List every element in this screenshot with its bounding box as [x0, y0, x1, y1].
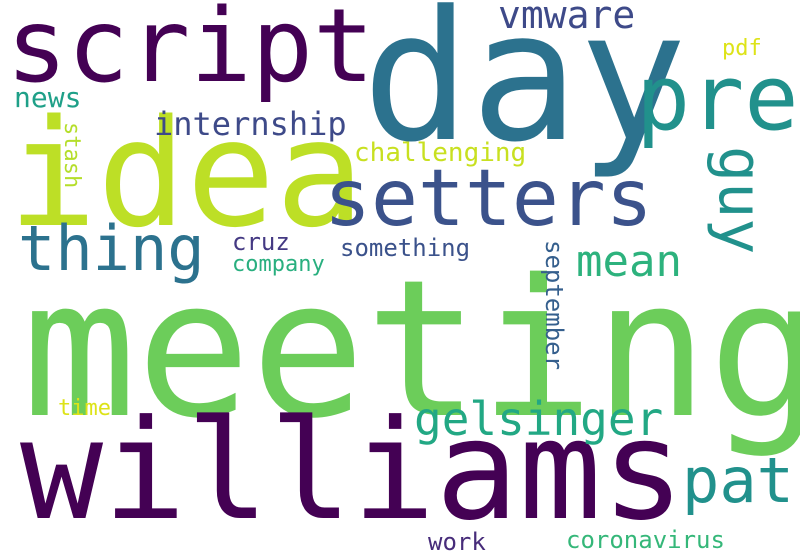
word-idea: idea — [8, 88, 365, 260]
word-mean: mean — [576, 236, 682, 287]
word-pat: pat — [682, 444, 794, 517]
word-gelsinger: gelsinger — [414, 392, 664, 446]
word-thing: thing — [18, 212, 205, 285]
word-guy: guy — [705, 146, 775, 255]
word-work: work — [428, 528, 486, 556]
word-pdf: pdf — [722, 36, 762, 61]
word-day: day — [362, 0, 688, 182]
word-script: script — [6, 0, 375, 106]
word-internship: internship — [154, 105, 347, 143]
word-meeting: meeting — [22, 239, 800, 460]
word-challenging: challenging — [354, 138, 527, 168]
word-september: september — [540, 240, 568, 371]
word-time: time — [58, 396, 111, 421]
word-pre: pre — [636, 46, 799, 151]
word-setters: setters — [324, 154, 653, 244]
word-cruz: cruz — [232, 228, 290, 256]
word-coronavirus: coronavirus — [566, 526, 725, 554]
word-williams: williams — [20, 390, 685, 551]
word-stash: stash — [59, 122, 84, 189]
word-something: something — [340, 234, 471, 262]
word-vmware: vmware — [498, 0, 636, 37]
word-news: news — [14, 81, 82, 114]
word-company: company — [232, 252, 325, 277]
